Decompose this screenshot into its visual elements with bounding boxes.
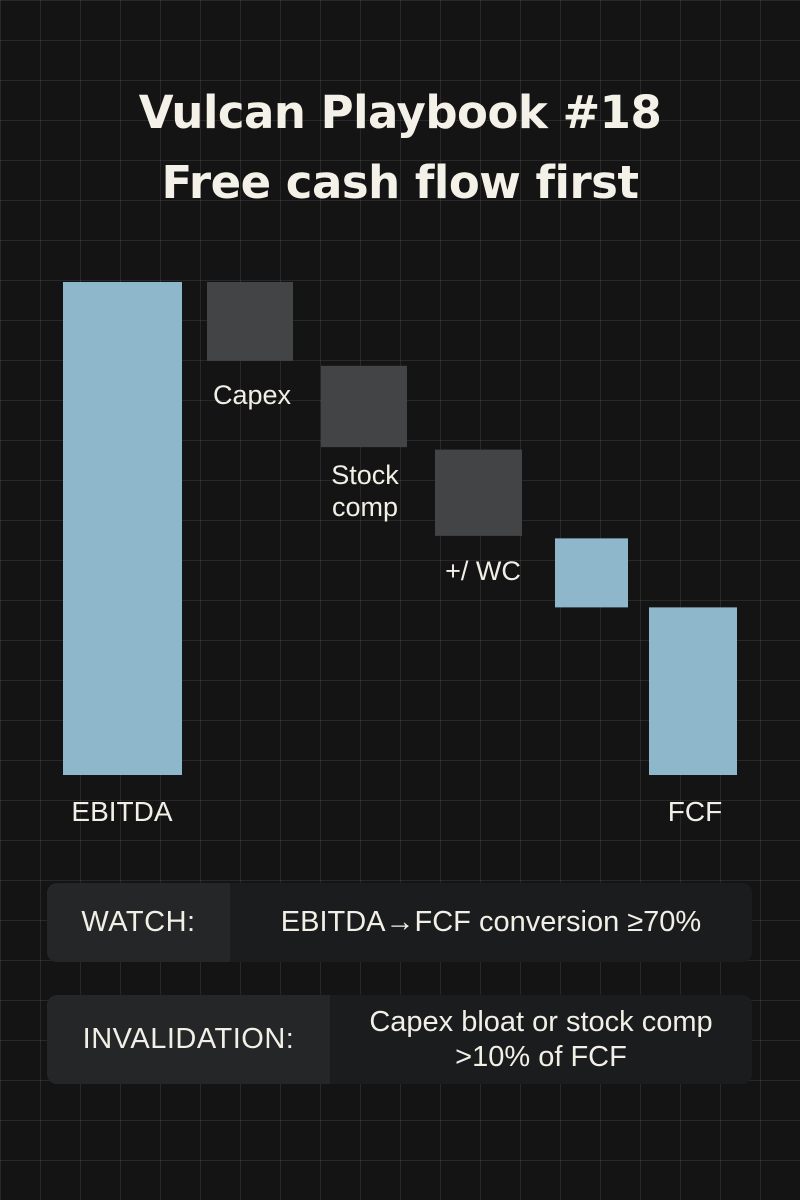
watch-panel: WATCH: EBITDA→FCF conversion ≥70%: [47, 883, 752, 962]
title-line-2: Free cash flow first: [161, 156, 639, 209]
bar-capex: [207, 282, 293, 361]
tick-label-wc: +/ WC: [445, 556, 521, 586]
waterfall-chart: EBITDA Capex Stock comp +/ WC FCF: [63, 282, 737, 827]
watch-label: WATCH:: [81, 906, 196, 938]
title-line-1: Vulcan Playbook #18: [138, 86, 662, 139]
invalidation-panel: INVALIDATION: Capex bloat or stock comp …: [47, 995, 752, 1084]
bar-wc: [435, 449, 522, 536]
chart-title: Vulcan Playbook #18 Free cash flow first: [0, 78, 800, 218]
tick-label-fcf: FCF: [668, 796, 722, 827]
watch-value: EBITDA→FCF conversion ≥70%: [230, 883, 752, 962]
invalidation-value: Capex bloat or stock comp >10% of FCF: [330, 995, 752, 1084]
tick-label-ebitda: EBITDA: [71, 796, 172, 827]
tick-label-capex: Capex: [213, 380, 292, 410]
invalidation-label: INVALIDATION:: [82, 1023, 295, 1055]
bar-unlabeled-4: [555, 538, 628, 608]
bar-ebitda: [63, 282, 182, 775]
bar-fcf: [649, 607, 737, 775]
bar-stock-comp: [321, 365, 407, 448]
tick-label-stock-comp: Stock comp: [331, 460, 399, 522]
